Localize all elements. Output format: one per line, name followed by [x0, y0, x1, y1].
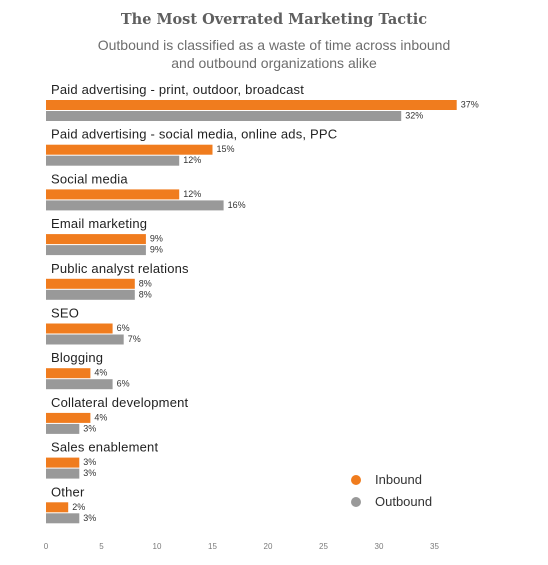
inbound-bar [46, 368, 91, 379]
legend-marker-inbound [351, 475, 361, 485]
chart-subtitle-line-1: Outbound is classified as a waste of tim… [98, 37, 451, 53]
outbound-bar [46, 111, 402, 121]
outbound-value-label: 3% [83, 468, 96, 478]
inbound-value-label: 4% [94, 412, 107, 422]
outbound-value-label: 7% [128, 334, 141, 344]
inbound-bar [46, 457, 80, 468]
outbound-bar [46, 468, 80, 479]
x-tick-label: 20 [264, 542, 273, 551]
outbound-value-label: 3% [83, 423, 96, 433]
chart-subtitle-line-2: and outbound organizations alike [171, 55, 377, 71]
category-label: Social media [51, 171, 128, 186]
inbound-bar [46, 100, 457, 110]
category-label: Blogging [51, 350, 103, 365]
inbound-bar [46, 278, 135, 289]
inbound-value-label: 12% [183, 189, 201, 199]
outbound-bar [46, 334, 124, 345]
inbound-value-label: 6% [117, 323, 130, 333]
x-tick-label: 15 [208, 542, 217, 551]
category-label: Paid advertising - social media, online … [51, 127, 337, 142]
outbound-value-label: 9% [150, 245, 163, 255]
x-tick-label: 5 [99, 542, 104, 551]
inbound-value-label: 37% [461, 100, 479, 110]
x-tick-label: 0 [44, 542, 49, 551]
category-label: Other [51, 484, 85, 499]
x-tick-label: 10 [153, 542, 162, 551]
outbound-bar [46, 245, 146, 256]
inbound-bar [46, 502, 69, 513]
category-label: Collateral development [51, 395, 189, 410]
outbound-value-label: 6% [117, 379, 130, 389]
category-label: Email marketing [51, 216, 147, 231]
category-label: Public analyst relations [51, 261, 189, 276]
outbound-bar [46, 200, 224, 211]
outbound-value-label: 32% [405, 111, 423, 121]
plot-area: Paid advertising - print, outdoor, broad… [44, 82, 479, 551]
legend-label-inbound: Inbound [375, 472, 422, 487]
inbound-value-label: 3% [83, 457, 96, 467]
x-tick-label: 30 [375, 542, 384, 551]
outbound-bar [46, 155, 180, 166]
outbound-value-label: 12% [183, 155, 201, 165]
outbound-value-label: 8% [139, 289, 152, 299]
outbound-value-label: 3% [83, 513, 96, 523]
category-label: Paid advertising - print, outdoor, broad… [51, 82, 304, 97]
category-label: Sales enablement [51, 440, 158, 455]
outbound-bar [46, 289, 135, 300]
outbound-bar [46, 513, 80, 524]
outbound-bar [46, 379, 113, 390]
outbound-bar [46, 423, 80, 434]
inbound-value-label: 2% [72, 502, 85, 512]
chart-title: The Most Overrated Marketing Tactic [121, 11, 427, 28]
x-tick-label: 25 [319, 542, 328, 551]
inbound-bar [46, 144, 213, 155]
inbound-value-label: 9% [150, 234, 163, 244]
inbound-bar [46, 189, 180, 200]
legend-label-outbound: Outbound [375, 494, 432, 509]
inbound-value-label: 4% [94, 368, 107, 378]
x-tick-label: 35 [430, 542, 439, 551]
inbound-value-label: 15% [217, 144, 235, 154]
inbound-bar [46, 234, 146, 245]
inbound-bar [46, 412, 91, 423]
category-label: SEO [51, 306, 79, 321]
inbound-value-label: 8% [139, 278, 152, 288]
legend-marker-outbound [351, 497, 361, 507]
outbound-value-label: 16% [228, 200, 246, 210]
legend: Inbound Outbound [351, 472, 432, 509]
inbound-bar [46, 323, 113, 334]
